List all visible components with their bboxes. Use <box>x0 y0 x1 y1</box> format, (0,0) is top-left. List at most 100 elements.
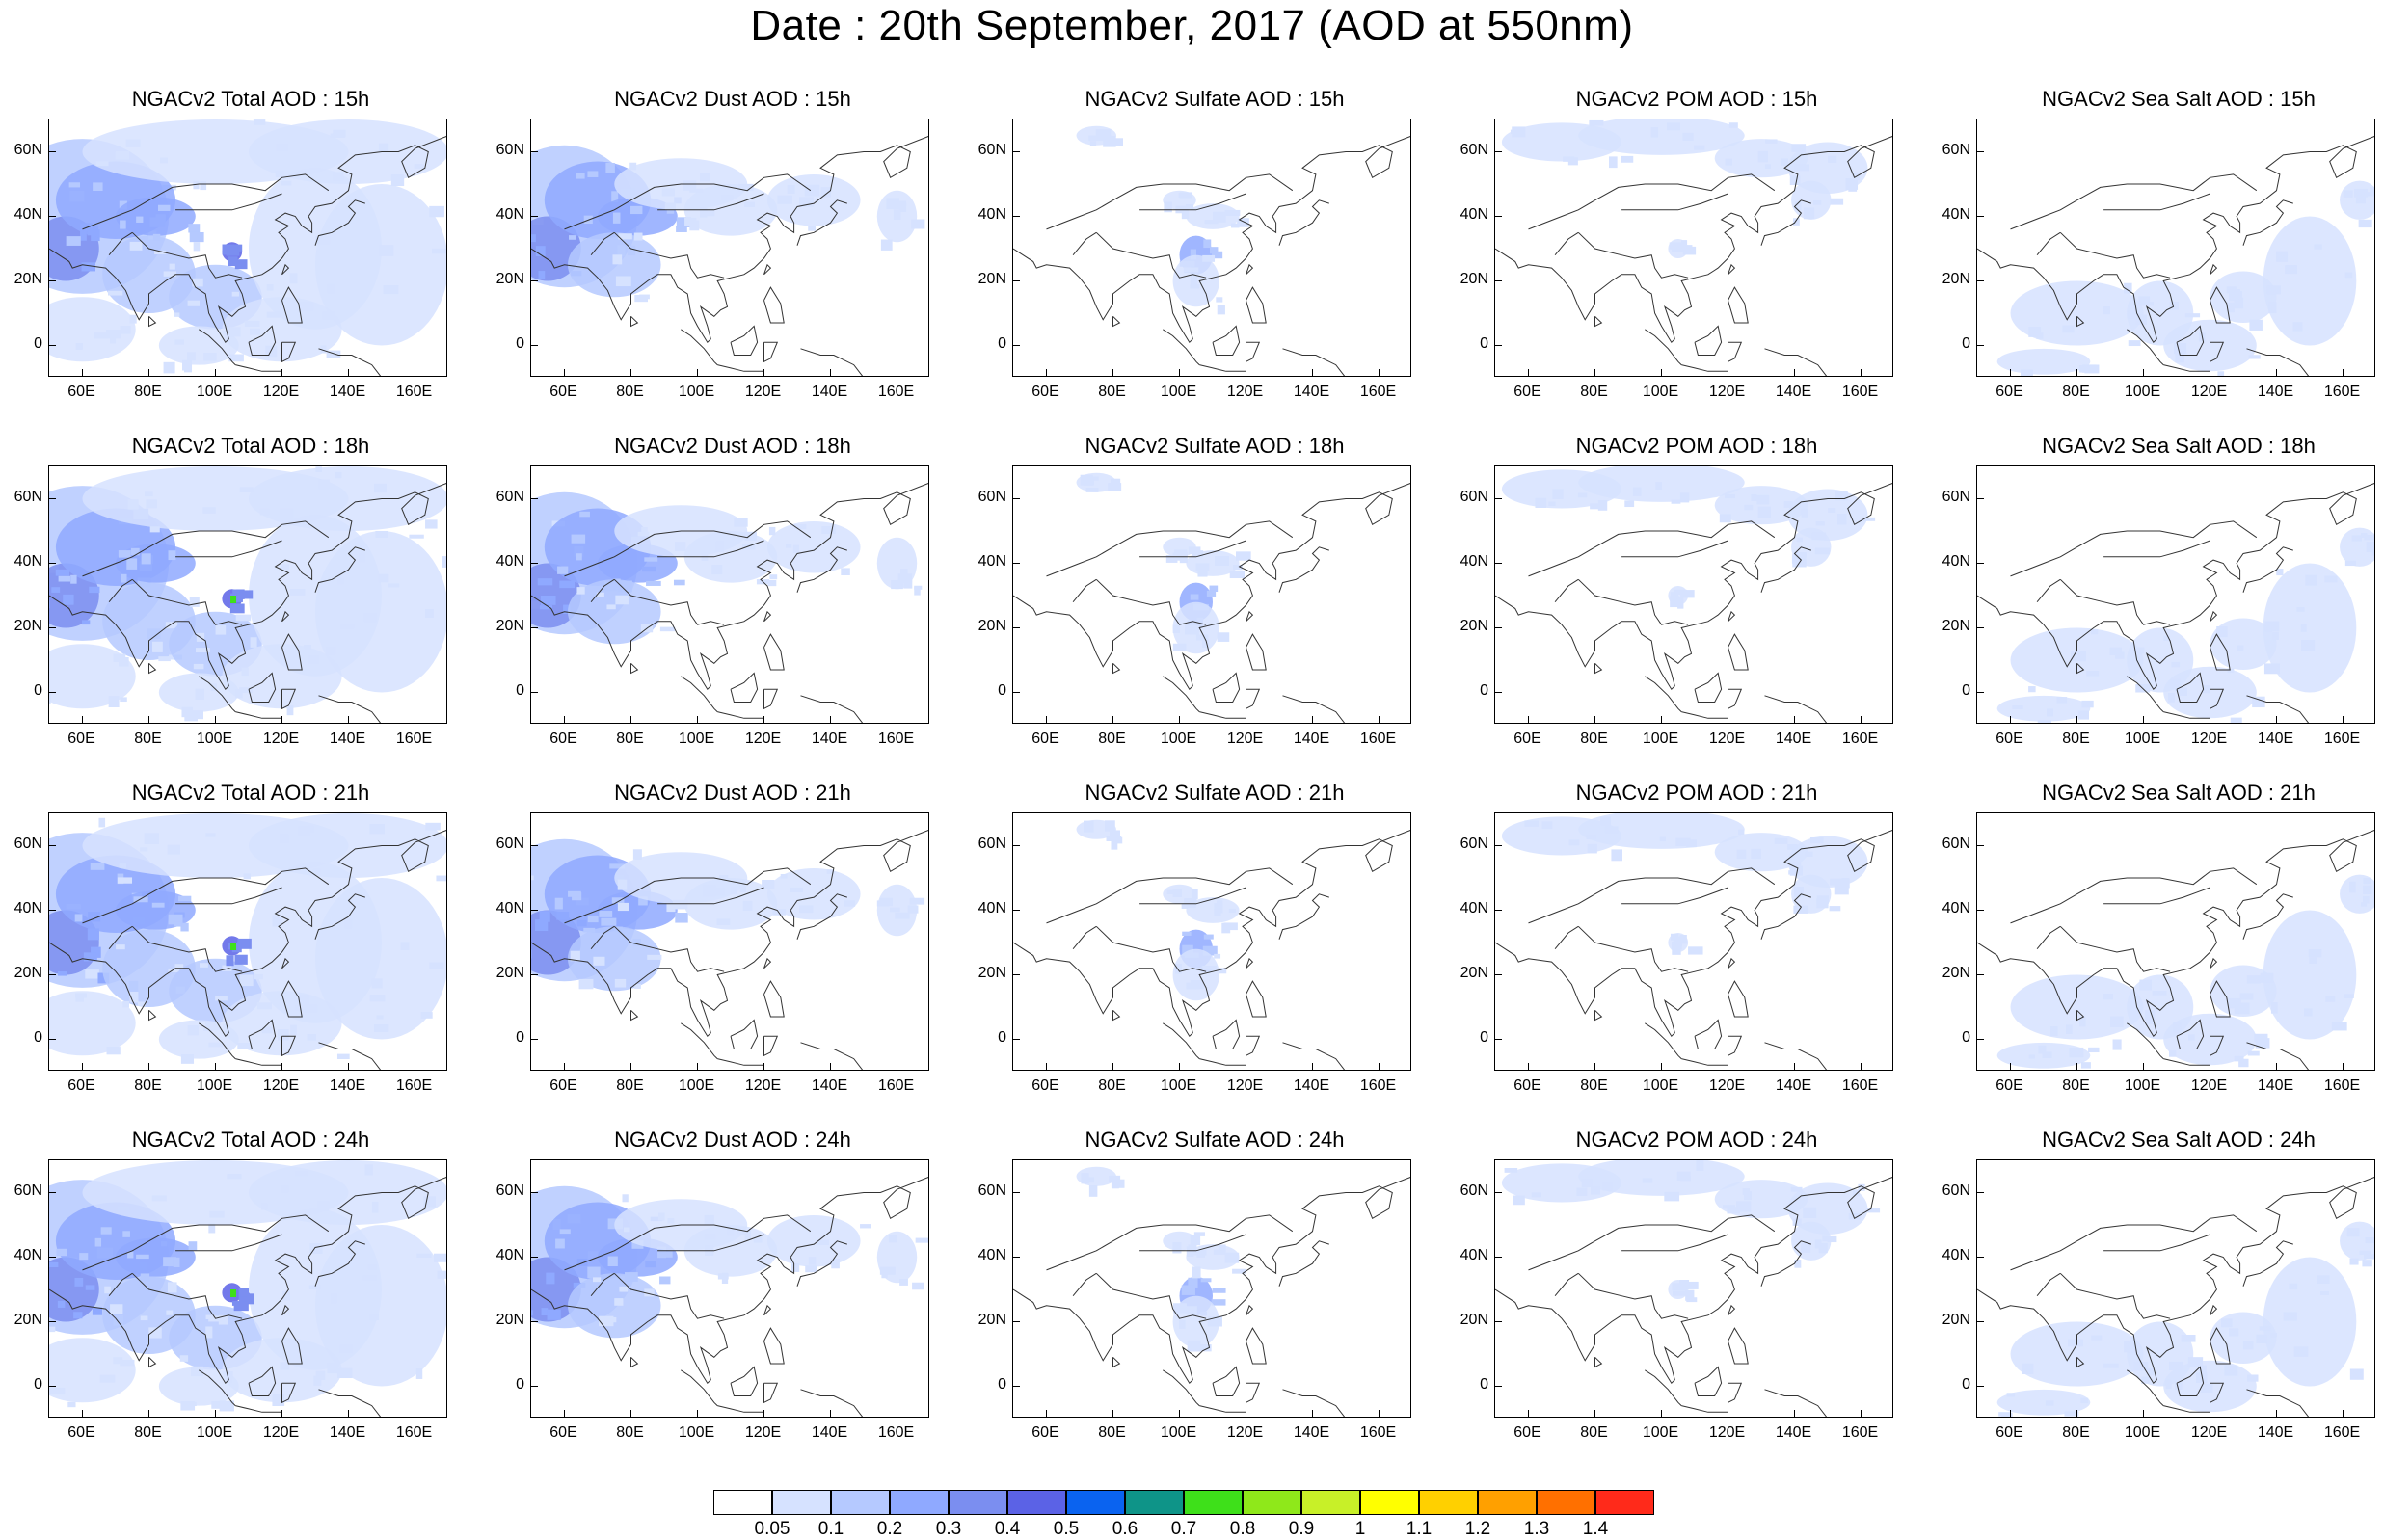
aod-cell <box>1215 556 1229 566</box>
aod-cell <box>646 581 661 586</box>
aod-cell <box>1611 849 1622 861</box>
lat-tick-label: 40N <box>974 1247 1006 1264</box>
aod-cell <box>1111 479 1120 485</box>
lon-tick <box>630 716 631 724</box>
island-coastline <box>731 326 758 355</box>
colorbar-label: 0.2 <box>861 1519 919 1540</box>
lon-tick-label: 140E <box>1765 730 1823 748</box>
lon-tick <box>830 716 831 724</box>
aod-cell <box>73 1312 82 1318</box>
colorbar-cell <box>1360 1490 1419 1515</box>
lon-tick-label: 100E <box>668 730 726 748</box>
lon-tick <box>2343 369 2344 377</box>
colorbar-label: 0.1 <box>802 1519 860 1540</box>
aod-cell <box>1672 942 1682 950</box>
aod-cell <box>2248 1051 2260 1056</box>
aod-cell <box>1081 1173 1088 1183</box>
aod-cell <box>880 1267 896 1275</box>
aod-cell <box>113 1357 122 1364</box>
aod-cell <box>619 1287 628 1292</box>
aod-cell <box>2185 313 2200 317</box>
aod-cell <box>2110 1017 2124 1027</box>
country-border <box>2103 541 2210 557</box>
lat-tick <box>1976 1192 1984 1193</box>
lat-tick <box>1494 1257 1502 1258</box>
lon-tick-label: 60E <box>1017 1077 1075 1095</box>
aod-cell <box>287 705 294 715</box>
aod-cell <box>794 524 806 529</box>
island-coastline <box>764 1383 778 1402</box>
aod-cell <box>889 1235 897 1242</box>
aod-cell <box>667 1218 674 1223</box>
aod-cell <box>622 1194 628 1202</box>
country-border <box>1073 579 1096 601</box>
aod-cell <box>152 1195 167 1201</box>
lon-tick-label: 60E <box>1981 730 2039 748</box>
lat-tick-label: 40N <box>1456 900 1488 917</box>
lat-tick <box>1976 151 1984 152</box>
aod-cell <box>593 957 604 966</box>
aod-cell <box>1672 500 1681 504</box>
aod-cell <box>421 1012 433 1019</box>
aod-cell <box>1191 1235 1200 1245</box>
island-coastline <box>149 316 156 326</box>
aod-cell <box>644 557 657 561</box>
aod-cell <box>2240 993 2254 999</box>
aod-cell <box>1673 1291 1685 1296</box>
island-coastline <box>1163 330 1199 365</box>
lon-tick <box>1379 1063 1380 1071</box>
colorbar-label: 0.6 <box>1096 1519 1154 1540</box>
aod-cell <box>2224 1366 2237 1376</box>
aod-cell <box>1738 830 1744 835</box>
lat-tick-label: 60N <box>1456 1182 1488 1200</box>
lon-tick <box>1661 1410 1662 1418</box>
aod-cell <box>194 242 201 251</box>
aod-cell <box>2071 651 2086 661</box>
lon-tick-label: 80E <box>120 1424 177 1442</box>
aod-cell <box>326 647 335 654</box>
lon-tick <box>1861 369 1862 377</box>
island-coastline <box>631 1357 638 1367</box>
aod-cell <box>2080 1398 2088 1403</box>
aod-cell <box>894 209 901 220</box>
aod-cell <box>1569 839 1580 845</box>
lat-tick-label: 0 <box>10 335 42 353</box>
aod-cell <box>340 1344 353 1353</box>
island-coastline <box>1213 673 1240 702</box>
lon-tick <box>348 1410 349 1418</box>
map-plot-area <box>1494 465 1893 724</box>
aod-cell <box>614 1298 623 1306</box>
aod-cell <box>174 922 182 927</box>
aod-cell <box>2078 710 2089 719</box>
lon-tick-label: 140E <box>1283 730 1341 748</box>
lon-tick-label: 120E <box>735 1077 792 1095</box>
aod-cell <box>295 1172 308 1177</box>
aod-cell <box>540 605 552 609</box>
aod-field <box>531 1160 929 1418</box>
aod-cell <box>2012 705 2022 709</box>
lon-tick-label: 120E <box>253 730 310 748</box>
lat-tick <box>530 498 538 499</box>
aod-cell <box>675 913 687 923</box>
island-coastline <box>2247 1390 2311 1418</box>
aod-cell <box>1192 1266 1201 1278</box>
lon-tick <box>1594 716 1595 724</box>
island-coastline <box>149 1010 156 1020</box>
lon-tick-label: 160E <box>386 730 443 748</box>
aod-cell <box>700 208 708 218</box>
lat-tick <box>530 1321 538 1322</box>
map-plot-area <box>1012 119 1411 377</box>
lat-tick <box>1012 1321 1020 1322</box>
aod-region <box>249 466 447 531</box>
aod-cell <box>2007 1393 2016 1396</box>
aod-cell <box>805 1265 817 1272</box>
lon-tick <box>1661 716 1662 724</box>
lat-tick-label: 40N <box>974 206 1006 224</box>
lon-tick-label: 60E <box>535 730 593 748</box>
lon-tick <box>2010 1410 2011 1418</box>
lat-tick-label: 40N <box>1456 206 1488 224</box>
panel-title: NGACv2 Sea Salt AOD : 24h <box>1976 1128 2381 1153</box>
aod-cell <box>2170 302 2179 310</box>
lat-tick-label: 60N <box>10 836 42 853</box>
